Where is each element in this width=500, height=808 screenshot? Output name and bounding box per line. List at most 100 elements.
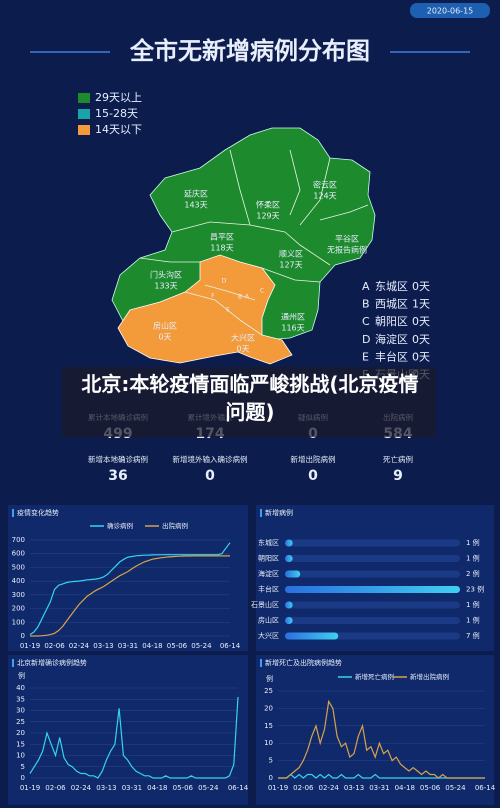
list-letter: E [362, 350, 369, 363]
legend-swatch [78, 109, 90, 119]
stat-label: 死亡病例 [383, 454, 413, 464]
x-tick-label: 02-06 [293, 784, 314, 792]
bar [285, 586, 460, 593]
district-days: 143天 [184, 201, 207, 210]
y-tick-label: 25 [264, 687, 273, 695]
y-tick-label: 5 [21, 763, 25, 771]
y-tick-label: 10 [264, 739, 273, 747]
x-tick-label: 04-18 [395, 784, 415, 792]
y-tick-label: 600 [12, 550, 25, 558]
center-letter: B [238, 294, 242, 301]
x-tick-label: 03-31 [122, 784, 142, 792]
district-days: 124天 [313, 192, 336, 201]
category-label: 东城区 [258, 538, 279, 547]
y-tick-label: 0 [21, 632, 25, 640]
district-days: 无报告病例 [327, 245, 367, 255]
legend-label: 出院病例 [162, 521, 188, 530]
title-marker [12, 659, 14, 667]
district-days: 116天 [281, 324, 304, 333]
x-tick-label: 05-24 [198, 784, 219, 792]
y-unit: 例 [266, 674, 273, 683]
x-tick-label: 05-06 [173, 784, 194, 792]
stat-label: 新增出院病例 [291, 454, 336, 464]
map-borders [139, 149, 369, 336]
stat-label: 新增本地确诊病例 [88, 454, 148, 464]
category-label: 海淀区 [258, 569, 279, 578]
district-name: 通州区 [281, 312, 305, 322]
chart-title: 新增死亡及出院病例趋势 [265, 658, 342, 667]
district-name: 门头沟区 [150, 270, 182, 280]
x-tick-label: 06-14 [475, 784, 496, 792]
x-tick-label: 02-24 [319, 784, 340, 792]
y-tick-label: 30 [16, 707, 25, 715]
x-tick-label: 05-06 [167, 642, 188, 650]
panel [256, 655, 494, 805]
x-tick-label: 06-14 [228, 784, 249, 792]
series-line [29, 542, 231, 636]
chart-title: 北京新增确诊病例趋势 [17, 658, 87, 667]
value-label: 7 例 [466, 631, 480, 640]
date-tag [410, 3, 490, 18]
x-tick-label: 05-06 [420, 784, 441, 792]
category-label: 石景山区 [251, 600, 279, 609]
list-letter: D [362, 333, 370, 346]
chart-title: 疫情变化趋势 [17, 508, 59, 517]
chart-title: 新增病例 [265, 508, 293, 517]
list-days: 1天 [412, 298, 430, 311]
x-tick-label: 03-31 [369, 784, 389, 792]
list-days: 0天 [412, 350, 430, 363]
district-name: 顺义区 [279, 250, 303, 259]
category-label: 丰台区 [258, 585, 279, 594]
center-letter: C [260, 288, 264, 295]
panel [256, 505, 494, 651]
x-tick-label: 02-06 [44, 642, 65, 650]
y-tick-label: 0 [269, 774, 273, 782]
x-tick-label: 05-24 [445, 784, 466, 792]
y-tick-label: 100 [12, 618, 25, 626]
stat-value: 0 [308, 468, 318, 484]
legend-label: 新增死亡病例 [355, 672, 394, 681]
y-tick-label: 35 [16, 695, 25, 703]
y-tick-label: 500 [12, 563, 25, 571]
x-tick-label: 04-18 [142, 642, 162, 650]
x-tick-label: 03-13 [93, 642, 113, 650]
list-name: 西城区 [375, 298, 408, 311]
y-tick-label: 700 [12, 536, 25, 544]
y-tick-label: 20 [16, 729, 25, 737]
x-tick-label: 03-31 [118, 642, 138, 650]
bar-track [285, 555, 460, 562]
x-tick-label: 05-24 [191, 642, 212, 650]
x-tick-label: 03-13 [344, 784, 364, 792]
district-name: 大兴区 [231, 333, 255, 343]
panel [8, 505, 248, 651]
legend-swatch [78, 93, 90, 103]
series-line [29, 696, 239, 779]
bar [285, 632, 339, 640]
bar-track [285, 601, 460, 609]
district-days: 118天 [210, 244, 233, 253]
title-marker [260, 659, 262, 667]
category-label: 房山区 [258, 616, 279, 625]
x-tick-label: 02-24 [69, 642, 90, 650]
district-name: 昌平区 [210, 233, 234, 242]
y-tick-label: 15 [264, 722, 273, 730]
value-label: 2 例 [466, 569, 480, 578]
stat-value: 9 [393, 468, 403, 484]
y-tick-label: 25 [16, 718, 25, 726]
list-name: 朝阳区 [375, 315, 408, 328]
bar-track [285, 539, 460, 547]
list-name: 丰台区 [375, 349, 408, 363]
bar-track [285, 570, 460, 578]
panel [8, 655, 248, 805]
category-label: 朝阳区 [258, 554, 279, 563]
title-marker [260, 509, 262, 517]
y-tick-label: 5 [269, 757, 273, 765]
stat-value: 36 [108, 468, 127, 484]
value-label: 1 例 [466, 600, 480, 609]
x-tick-label: 01-19 [20, 642, 40, 650]
center-letter: D [222, 278, 227, 285]
x-tick-label: 04-18 [147, 784, 167, 792]
district-name: 怀柔区 [256, 200, 280, 210]
